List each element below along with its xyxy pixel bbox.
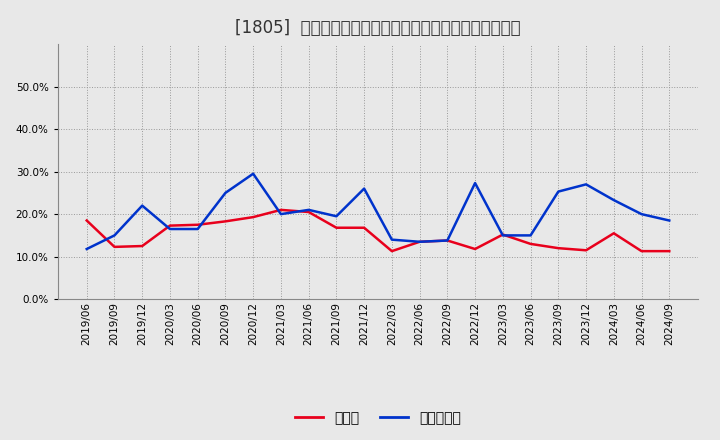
現頲金 (194, 222, 202, 227)
有利子負債 (82, 246, 91, 252)
有利子負債 (665, 218, 674, 223)
Line: 現頲金: 現頲金 (86, 210, 670, 251)
有利子負債 (110, 233, 119, 238)
有利子負債 (498, 233, 507, 238)
現頲金 (82, 218, 91, 223)
有利子負債 (609, 198, 618, 203)
現頲金 (554, 246, 562, 251)
Line: 有利子負債: 有利子負債 (86, 174, 670, 249)
現頲金 (471, 246, 480, 252)
有利子負債 (332, 214, 341, 219)
現頲金 (526, 241, 535, 246)
現頲金 (110, 244, 119, 249)
有利子負債 (443, 238, 451, 243)
現頲金 (360, 225, 369, 231)
Legend: 現頲金, 有利子負債: 現頲金, 有利子負債 (295, 411, 461, 425)
有利子負債 (249, 171, 258, 176)
現頲金 (221, 219, 230, 224)
現頲金 (609, 231, 618, 236)
有利子負債 (276, 212, 285, 217)
有利子負債 (582, 182, 590, 187)
有利子負債 (387, 237, 396, 242)
現頲金 (498, 232, 507, 237)
Title: [1805]  現頲金、有利子負債の総資産に対する比率の推移: [1805] 現頲金、有利子負債の総資産に対する比率の推移 (235, 19, 521, 37)
有利子負債 (471, 180, 480, 186)
有利子負債 (166, 226, 174, 231)
有利子負債 (194, 226, 202, 231)
現頲金 (665, 249, 674, 254)
有利子負債 (526, 233, 535, 238)
有利子負債 (305, 207, 313, 213)
有利子負債 (138, 203, 147, 208)
現頲金 (138, 243, 147, 249)
有利子負債 (221, 190, 230, 195)
現頲金 (166, 223, 174, 228)
現頲金 (305, 209, 313, 215)
有利子負債 (637, 212, 646, 217)
現頲金 (387, 249, 396, 254)
有利子負債 (360, 186, 369, 191)
現頲金 (332, 225, 341, 231)
有利子負債 (554, 189, 562, 194)
現頲金 (249, 214, 258, 220)
有利子負債 (415, 239, 424, 245)
現頲金 (276, 207, 285, 213)
現頲金 (443, 238, 451, 243)
現頲金 (582, 248, 590, 253)
現頲金 (415, 239, 424, 245)
現頲金 (637, 249, 646, 254)
